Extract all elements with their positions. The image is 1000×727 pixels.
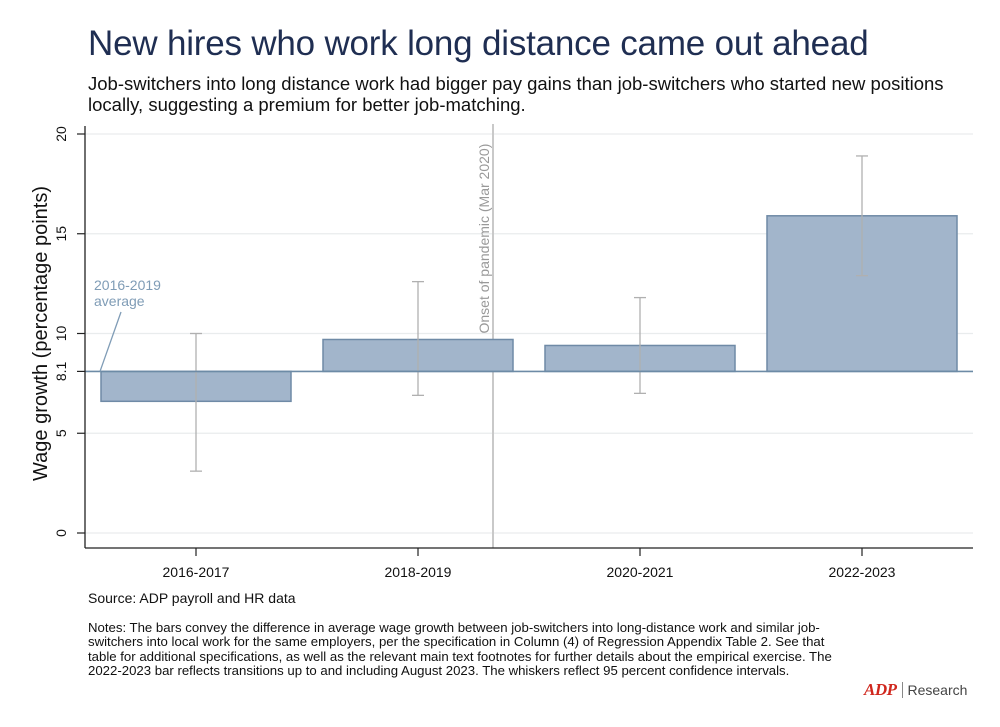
logo-divider — [901, 682, 903, 698]
source-note: Source: ADP payroll and HR data — [88, 590, 296, 606]
average-leader-line — [99, 311, 122, 372]
y-tick-label: 10 — [53, 326, 69, 342]
x-tick-label: 2016-2017 — [163, 564, 230, 580]
x-tick-label: 2020-2021 — [607, 564, 674, 580]
x-tick-label: 2018-2019 — [385, 564, 452, 580]
pandemic-event: Onset of pandemic (Mar 2020) — [476, 124, 494, 548]
y-tick-label: 5 — [53, 429, 69, 437]
bar-chart: Onset of pandemic (Mar 2020) 2016-2019av… — [30, 124, 973, 580]
notes-text: Notes: The bars convey the difference in… — [88, 620, 832, 678]
y-tick-label: 8.1 — [53, 361, 69, 381]
adp-research-logo: ADP Research — [864, 680, 968, 699]
chart-subtitle: Job-switchers into long distance work ha… — [88, 73, 944, 115]
pandemic-label: Onset of pandemic (Mar 2020) — [476, 144, 492, 334]
average-label: 2016-2019 — [94, 277, 161, 293]
average-label: average — [94, 293, 145, 309]
y-axis-title: Wage growth (percentage points) — [30, 186, 52, 481]
logo-wordmark: Research — [907, 682, 968, 698]
adp-logo-mark: ADP — [864, 680, 897, 699]
chart-title: New hires who work long distance came ou… — [88, 24, 869, 63]
y-tick-label: 0 — [53, 529, 69, 537]
y-tick-label: 20 — [53, 126, 69, 142]
y-tick-label: 15 — [53, 226, 69, 242]
x-tick-label: 2022-2023 — [829, 564, 896, 580]
axes: 0 5 8.1 10 15 20 Wage growth (percentage point… — [30, 126, 973, 580]
